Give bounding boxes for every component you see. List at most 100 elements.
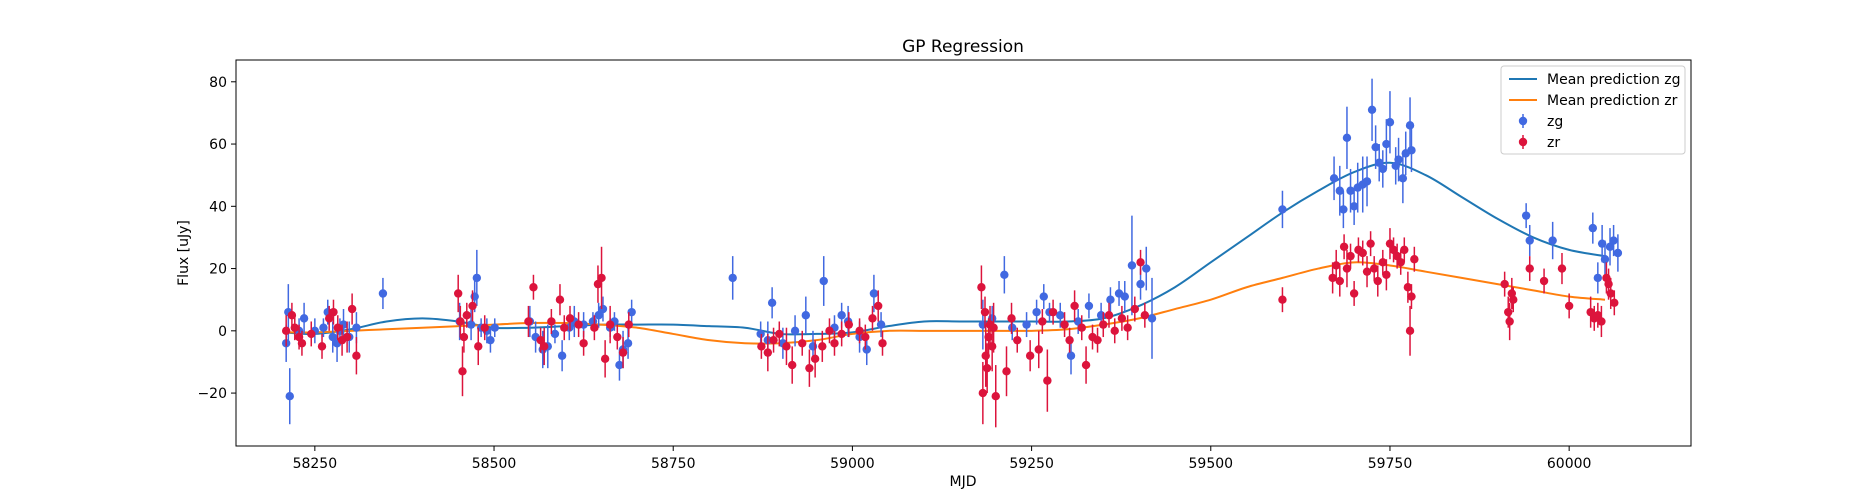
data-point-zg bbox=[1521, 203, 1531, 229]
data-point-zr bbox=[1509, 287, 1518, 313]
data-point-zr bbox=[1366, 231, 1375, 257]
data-point-zg bbox=[1084, 293, 1094, 319]
prediction-lines bbox=[284, 161, 1606, 345]
x-tick-label: 58750 bbox=[651, 456, 696, 472]
data-point-zr bbox=[1081, 346, 1091, 384]
data-point-zr bbox=[769, 327, 778, 353]
data-point-zr bbox=[287, 302, 297, 328]
data-point-zg bbox=[1127, 215, 1137, 316]
data-point-zr bbox=[352, 337, 361, 375]
y-axis-label: Flux [uJy] bbox=[176, 220, 192, 286]
data-point-zr bbox=[1586, 296, 1595, 328]
data-point-zr bbox=[1405, 305, 1415, 356]
data-point-zg bbox=[1613, 234, 1623, 272]
data-point-zr bbox=[1110, 318, 1119, 344]
data-point-zr bbox=[1610, 290, 1619, 316]
data-point-zr bbox=[618, 337, 628, 369]
x-tick-label: 59250 bbox=[1009, 456, 1054, 472]
data-point-zr bbox=[1382, 259, 1391, 291]
y-tick-label: 80 bbox=[209, 75, 227, 91]
x-axis: 58250 58500 58750 59000 59250 59500 59750 60000 bbox=[293, 446, 1592, 472]
data-point-zr bbox=[600, 340, 610, 378]
y-tick-label: 0 bbox=[218, 324, 227, 340]
y-tick-label: 40 bbox=[209, 199, 227, 215]
x-tick-label: 60000 bbox=[1547, 456, 1592, 472]
data-point-zg bbox=[728, 256, 737, 300]
data-point-zg bbox=[1278, 190, 1287, 229]
data-point-zr bbox=[989, 302, 998, 353]
data-point-zg bbox=[1339, 190, 1348, 229]
data-point-zr bbox=[1373, 265, 1382, 297]
data-point-zr bbox=[290, 315, 299, 341]
data-point-zg bbox=[486, 327, 495, 353]
data-point-zr bbox=[1060, 312, 1069, 338]
y-tick-label: 20 bbox=[209, 262, 227, 278]
data-point-zr bbox=[1140, 302, 1150, 328]
data-point-zg bbox=[557, 340, 567, 372]
data-point-zr bbox=[1500, 271, 1509, 297]
data-point-zg bbox=[1362, 156, 1372, 207]
data-point-zr bbox=[281, 315, 291, 347]
data-point-zg bbox=[1525, 224, 1534, 257]
data-point-zg bbox=[1385, 91, 1395, 154]
plot-frame bbox=[235, 59, 1692, 447]
data-point-zg bbox=[801, 296, 811, 334]
data-point-zr bbox=[1410, 246, 1419, 272]
data-point-zr bbox=[1034, 330, 1043, 369]
data-point-zr bbox=[540, 327, 549, 366]
data-point-zr bbox=[1048, 299, 1058, 325]
legend-point-swatch bbox=[1518, 116, 1528, 126]
data-point-zr bbox=[1117, 305, 1127, 331]
data-point-zg bbox=[1398, 153, 1408, 204]
data-point-zr bbox=[977, 265, 986, 310]
series-zg bbox=[281, 78, 1623, 425]
data-point-zr bbox=[1564, 293, 1574, 319]
data-point-zr bbox=[1099, 312, 1108, 338]
data-point-zg bbox=[1022, 312, 1031, 338]
data-point-zr bbox=[458, 346, 467, 397]
data-point-zg bbox=[1375, 144, 1384, 182]
data-point-zr bbox=[1065, 327, 1074, 353]
data-point-zr bbox=[453, 274, 463, 313]
data-point-zg bbox=[819, 256, 828, 306]
data-point-zg bbox=[1342, 106, 1352, 169]
data-point-zr bbox=[547, 309, 556, 334]
data-point-zg bbox=[1378, 150, 1387, 188]
data-point-zr bbox=[1123, 315, 1132, 341]
data-point-zr bbox=[1358, 240, 1367, 266]
data-point-zr bbox=[307, 321, 316, 347]
data-point-zr bbox=[855, 318, 864, 344]
data-point-zr bbox=[1602, 262, 1611, 294]
data-point-zg bbox=[790, 315, 800, 347]
data-point-zr bbox=[837, 321, 846, 347]
data-point-zr bbox=[560, 315, 569, 341]
data-point-zg bbox=[1106, 287, 1115, 313]
data-point-zr bbox=[1093, 327, 1102, 353]
data-point-zg bbox=[1593, 262, 1603, 294]
data-point-zg bbox=[1600, 240, 1610, 278]
data-point-zr bbox=[1597, 305, 1606, 338]
legend-item: Mean prediction zr bbox=[1509, 93, 1678, 109]
data-point-zr bbox=[782, 327, 791, 366]
data-point-zr bbox=[1104, 302, 1114, 328]
data-point-zr bbox=[480, 315, 489, 341]
data-point-zg bbox=[378, 277, 388, 310]
data-point-zg bbox=[869, 274, 879, 313]
data-point-zr bbox=[1557, 253, 1567, 285]
data-point-zg bbox=[767, 287, 777, 319]
data-point-zr bbox=[1385, 228, 1395, 260]
legend-point-swatch bbox=[1518, 137, 1528, 147]
data-point-zg bbox=[1349, 187, 1359, 225]
data-point-zr bbox=[605, 305, 615, 344]
data-point-zr bbox=[1332, 249, 1341, 282]
data-point-zr bbox=[468, 290, 477, 322]
data-point-zr bbox=[861, 324, 870, 350]
data-point-zg bbox=[490, 318, 499, 338]
data-point-zr bbox=[878, 330, 887, 356]
data-point-zg bbox=[1142, 246, 1151, 291]
data-point-zr bbox=[844, 312, 854, 338]
data-point-zg bbox=[285, 368, 294, 425]
data-point-zg bbox=[1588, 212, 1598, 244]
legend: Mean prediction zg Mean prediction zr zg zr bbox=[1500, 65, 1686, 155]
